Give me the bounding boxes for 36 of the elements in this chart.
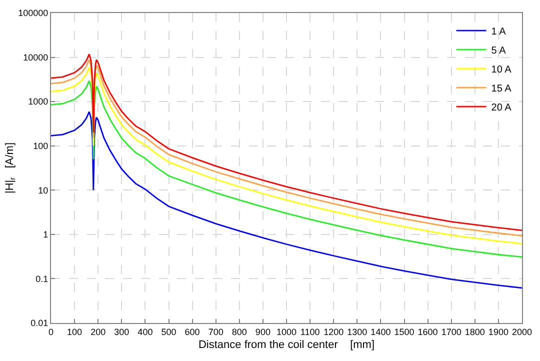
y-tick-label: 1	[43, 230, 48, 240]
legend-label: 5 A	[491, 46, 506, 56]
x-tick-label: 1500	[394, 326, 414, 337]
legend-label: 15 A	[491, 84, 512, 94]
y-tick-label: 10000	[23, 52, 48, 62]
x-tick-label: 1200	[324, 326, 344, 337]
legend-label: 1 A	[491, 26, 506, 38]
x-tick-label: 200	[90, 326, 106, 337]
x-tick-label: 100	[67, 326, 82, 337]
y-tick-label: 10	[38, 185, 48, 196]
x-tick-label: 800	[232, 326, 247, 337]
y-tick-label: 0.01	[30, 318, 48, 328]
x-tick-label: 500	[161, 326, 176, 337]
y-tick-label: 1000	[28, 96, 48, 107]
x-tick-label: 2000	[512, 326, 532, 337]
x-tick-label: 1400	[370, 326, 391, 337]
x-tick-label: 0	[48, 326, 54, 337]
line-series	[51, 111, 522, 289]
x-tick-label: 400	[138, 326, 153, 337]
x-tick-label: 1700	[441, 326, 462, 337]
x-tick-label: 600	[184, 326, 200, 337]
x-tick-label: 1600	[418, 326, 438, 337]
legend-label: 20 A	[491, 102, 512, 114]
y-tick-label: 100	[33, 141, 48, 152]
x-tick-label: 700	[208, 326, 224, 337]
y-tick-label: 0.1	[36, 274, 48, 284]
x-tick-label: 900	[255, 326, 270, 337]
x-tick-label: 1000	[276, 326, 297, 337]
x-tick-label: 1300	[347, 326, 368, 337]
legend-label: 10 A	[491, 64, 512, 76]
y-tick-label: 100000	[18, 8, 48, 18]
x-tick-label: 1900	[488, 326, 508, 337]
x-axis-title: Distance from the coil center [mm]	[198, 339, 375, 351]
x-tick-label: 1100	[300, 326, 320, 337]
x-tick-label: 300	[114, 326, 130, 337]
x-tick-label: 1800	[464, 326, 485, 337]
